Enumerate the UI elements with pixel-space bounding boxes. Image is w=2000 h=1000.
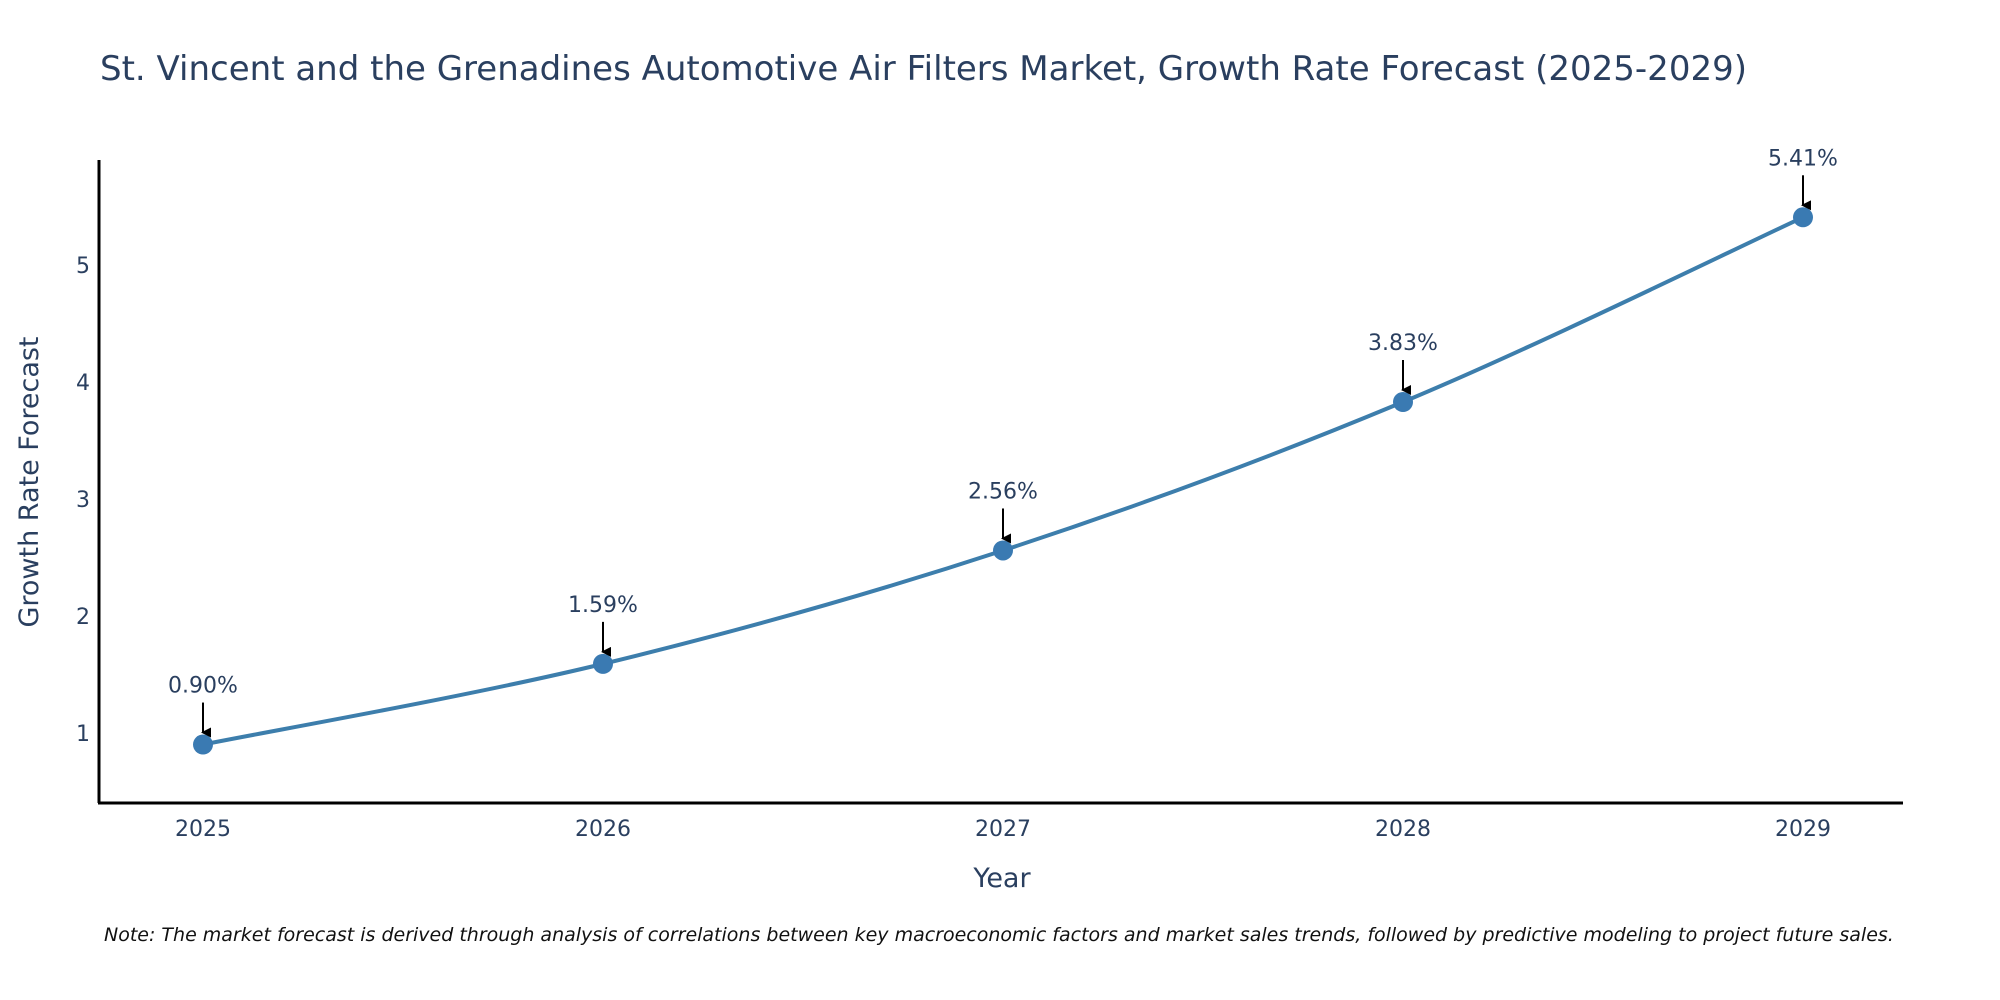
annotation-label: 0.90% [168, 674, 238, 699]
x-tick-label: 2025 [175, 817, 231, 842]
y-tick-label: 4 [76, 371, 90, 396]
data-point-2028[interactable] [1393, 392, 1413, 413]
x-tick-label: 2026 [575, 817, 631, 842]
y-axis-label: Growth Rate Forecast [14, 336, 45, 627]
y-ticks: 1 2 3 4 5 [76, 254, 90, 747]
annotation-label: 5.41% [1768, 146, 1838, 171]
axes [97, 160, 1903, 805]
data-annotations: 0.90% 1.59% 2.56% 3.83% 5.41% [168, 146, 1838, 738]
chart-title: St. Vincent and the Grenadines Automotiv… [100, 49, 1747, 89]
y-tick-label: 5 [76, 254, 90, 279]
data-point-2029[interactable] [1793, 207, 1813, 228]
x-axis-label: Year [972, 863, 1031, 894]
series-markers [193, 207, 1813, 755]
data-point-2027[interactable] [993, 540, 1013, 561]
y-tick-label: 2 [76, 605, 90, 630]
annotation-label: 2.56% [968, 479, 1038, 504]
y-tick-label: 3 [76, 488, 90, 513]
data-point-2025[interactable] [193, 734, 213, 755]
x-tick-label: 2028 [1375, 817, 1431, 842]
x-ticks: 2025 2026 2027 2028 2029 [175, 817, 1831, 842]
annotation-label: 3.83% [1368, 331, 1438, 356]
annotation-label: 1.59% [568, 593, 638, 618]
footnote: Note: The market forecast is derived thr… [104, 924, 1894, 946]
x-tick-label: 2027 [975, 817, 1031, 842]
y-tick-label: 1 [76, 722, 90, 747]
data-point-2026[interactable] [593, 653, 613, 674]
x-tick-label: 2029 [1775, 817, 1831, 842]
